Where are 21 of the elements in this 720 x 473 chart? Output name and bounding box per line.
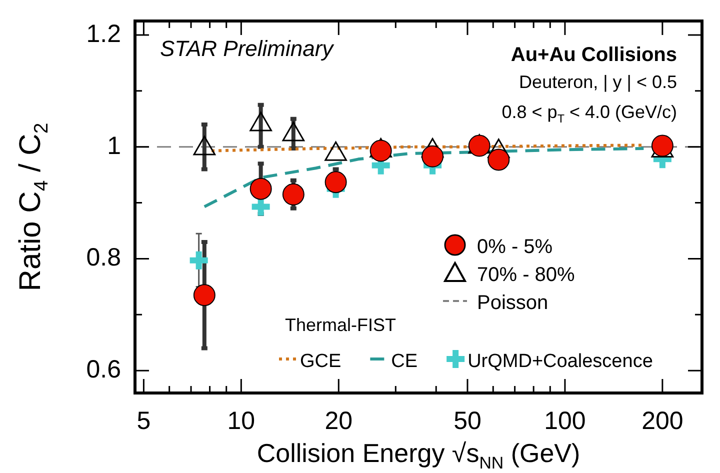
y-tick-label: 0.8 <box>86 244 121 272</box>
annotation: STAR Preliminary <box>160 36 336 61</box>
y-tick-label: 1 <box>107 132 121 160</box>
legend-label: UrQMD+Coalescence <box>468 351 653 372</box>
x-tick-label: 200 <box>642 406 684 435</box>
annotation: Deuteron, | y | < 0.5 <box>519 72 678 92</box>
legend-label: CE <box>391 351 418 372</box>
x-tick-label: 100 <box>544 406 586 435</box>
x-tick-label: 10 <box>227 406 256 435</box>
legend-label: 70% - 80% <box>477 264 576 286</box>
legend-label: Poisson <box>477 292 548 314</box>
legend-label: 0% - 5% <box>477 236 553 258</box>
annotation: Au+Au Collisions <box>510 44 677 66</box>
y-tick-label: 0.6 <box>86 356 121 384</box>
x-tick-label: 20 <box>324 406 353 435</box>
y-tick-label: 1.2 <box>86 20 121 48</box>
y-axis-title: Ratio C4 / C2 <box>14 122 52 292</box>
legend-label: GCE <box>300 351 342 372</box>
x-tick-label: 50 <box>454 406 482 435</box>
x-tick-label: 5 <box>136 406 151 435</box>
legend-title: Thermal-FIST <box>285 315 396 335</box>
